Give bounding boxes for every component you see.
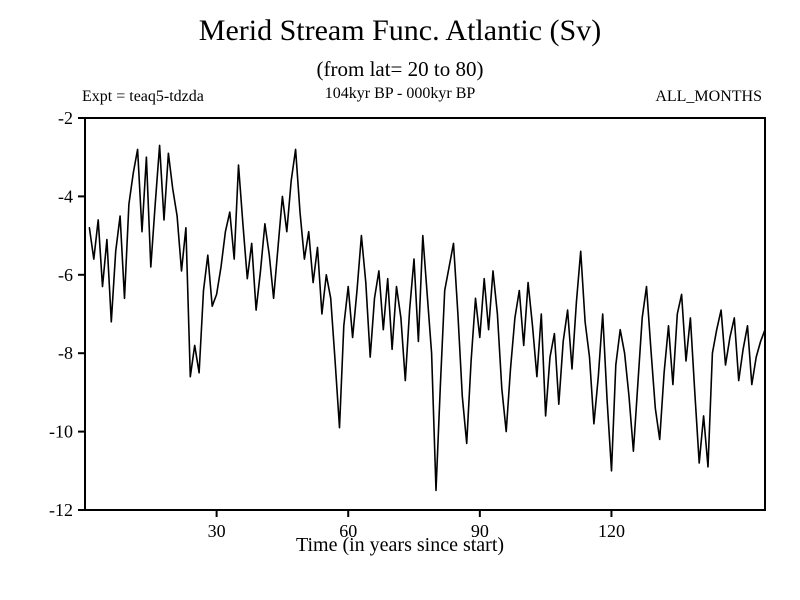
y-tick-label: -8	[58, 343, 73, 363]
x-tick-label: 120	[598, 521, 625, 541]
y-tick-label: -2	[58, 108, 73, 128]
x-tick-label: 30	[208, 521, 226, 541]
chart-title: Merid Stream Func. Atlantic (Sv)	[198, 14, 602, 47]
data-line	[88, 144, 766, 492]
chart-subtitle: (from lat= 20 to 80)	[316, 57, 484, 81]
y-tick-label: -6	[58, 265, 73, 285]
plot-frame	[84, 117, 766, 511]
y-tick-label: -4	[58, 186, 73, 206]
y-tick-label: -12	[49, 500, 73, 520]
experiment-label: Expt = teaq5-tdzda	[82, 88, 204, 105]
months-label: ALL_MONTHS	[655, 88, 762, 105]
x-tick-label: 60	[339, 521, 357, 541]
period-label: 104kyr BP - 000kyr BP	[324, 85, 476, 102]
x-tick-label: 90	[471, 521, 489, 541]
y-tick-label: -10	[49, 422, 73, 442]
x-axis-title: Time (in years since start)	[295, 534, 505, 556]
